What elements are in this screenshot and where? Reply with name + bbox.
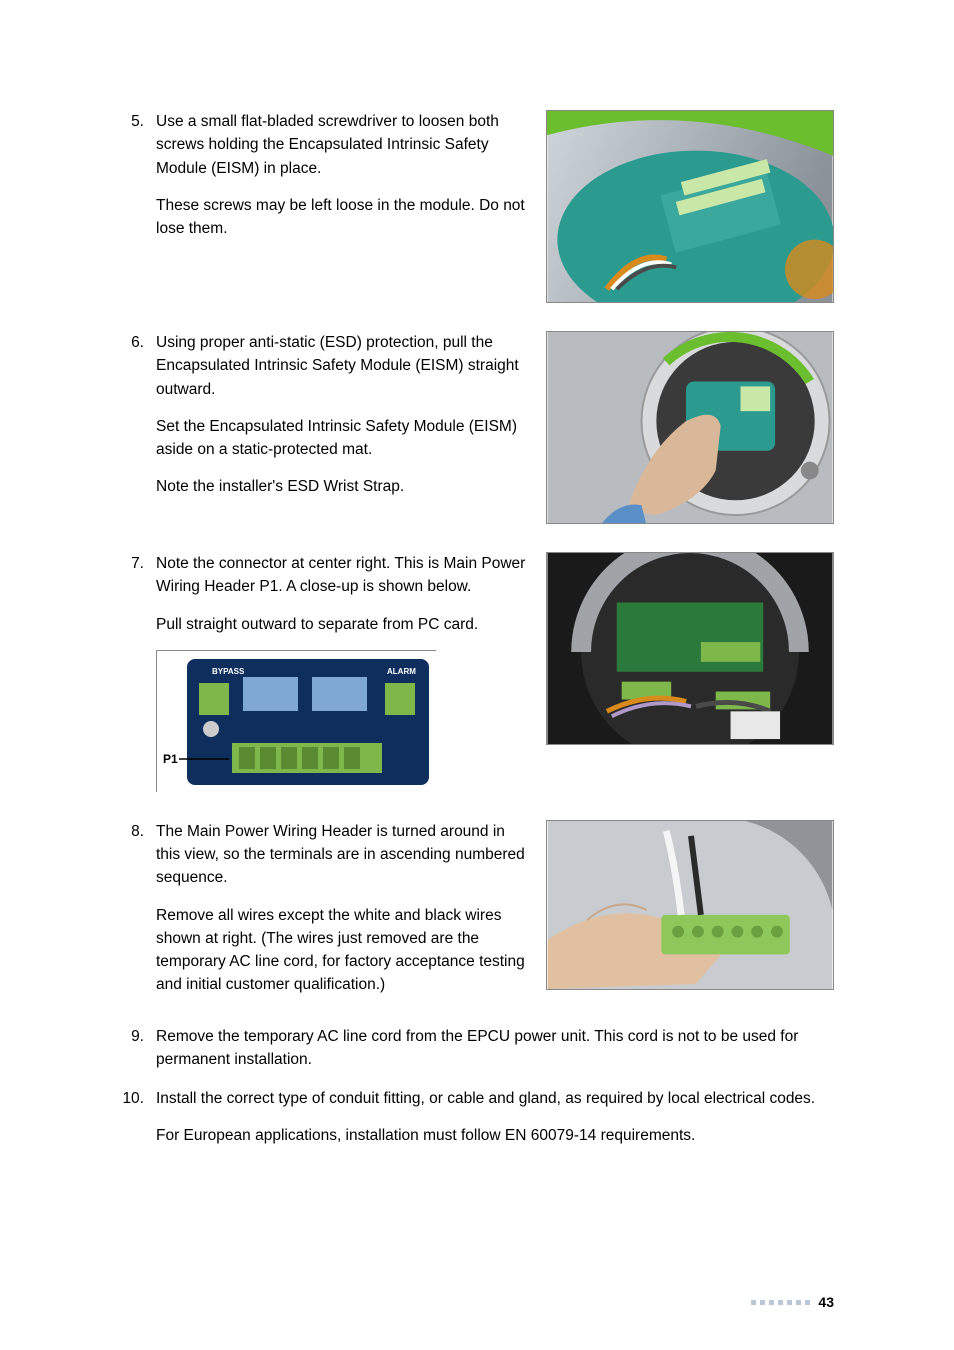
step-8: 8. The Main Power Wiring Header is turne… — [120, 820, 834, 997]
device-closeup-image — [547, 111, 833, 302]
paragraph: Note the installer's ESD Wrist Strap. — [156, 475, 528, 498]
step-body: Use a small flat-bladed screwdriver to l… — [156, 110, 528, 240]
step-9-text: 9. Remove the temporary AC line cord fro… — [120, 1025, 834, 1072]
step-number: 9. — [120, 1025, 144, 1072]
p1-pcb-image: BYPASS ALARM P — [157, 651, 437, 793]
paragraph: Use a small flat-bladed screwdriver to l… — [156, 110, 528, 180]
step-7-text: 7. Note the connector at center right. T… — [120, 552, 528, 792]
page-footer: 43 — [751, 1294, 834, 1310]
paragraph: For European applications, installation … — [156, 1124, 834, 1147]
paragraph: Remove the temporary AC line cord from t… — [156, 1025, 834, 1072]
dot-icon — [796, 1300, 801, 1305]
step-5: 5. Use a small flat-bladed screwdriver t… — [120, 110, 834, 303]
step-8-photo — [546, 820, 834, 990]
step-6-photo — [546, 331, 834, 524]
paragraph: Using proper anti-static (ESD) protectio… — [156, 331, 528, 401]
step-body: Note the connector at center right. This… — [156, 552, 528, 792]
dot-icon — [778, 1300, 783, 1305]
paragraph: These screws may be left loose in the mo… — [156, 194, 528, 241]
step-7: 7. Note the connector at center right. T… — [120, 552, 834, 792]
step-8-text: 8. The Main Power Wiring Header is turne… — [120, 820, 528, 997]
step-5-photo — [546, 110, 834, 303]
step-number: 10. — [120, 1087, 144, 1148]
step-6: 6. Using proper anti-static (ESD) protec… — [120, 331, 834, 524]
bypass-label: BYPASS — [212, 667, 245, 676]
step-10: 10. Install the correct type of conduit … — [120, 1087, 834, 1148]
paragraph: Install the correct type of conduit fitt… — [156, 1087, 834, 1110]
paragraph: Pull straight outward to separate from P… — [156, 613, 528, 636]
step-6-text: 6. Using proper anti-static (ESD) protec… — [120, 331, 528, 499]
dot-icon — [769, 1300, 774, 1305]
p1-closeup-figure: BYPASS ALARM P — [156, 650, 436, 792]
hand-pull-image — [547, 332, 833, 523]
p1-label: P1 — [163, 752, 178, 766]
step-number: 7. — [120, 552, 144, 792]
paragraph: Set the Encapsulated Intrinsic Safety Mo… — [156, 415, 528, 462]
step-9: 9. Remove the temporary AC line cord fro… — [120, 1025, 834, 1072]
page-number: 43 — [818, 1294, 834, 1310]
step-body: Install the correct type of conduit fitt… — [156, 1087, 834, 1148]
step-number: 5. — [120, 110, 144, 240]
step-body: The Main Power Wiring Header is turned a… — [156, 820, 528, 997]
step-body: Using proper anti-static (ESD) protectio… — [156, 331, 528, 499]
paragraph: Remove all wires except the white and bl… — [156, 904, 528, 997]
step-5-text: 5. Use a small flat-bladed screwdriver t… — [120, 110, 528, 240]
paragraph: Note the connector at center right. This… — [156, 552, 528, 599]
step-body: Remove the temporary AC line cord from t… — [156, 1025, 834, 1072]
dot-icon — [760, 1300, 765, 1305]
alarm-label: ALARM — [387, 667, 416, 676]
dot-icon — [805, 1300, 810, 1305]
dot-icon — [751, 1300, 756, 1305]
paragraph: The Main Power Wiring Header is turned a… — [156, 820, 528, 890]
footer-dots — [751, 1300, 810, 1305]
dot-icon — [787, 1300, 792, 1305]
step-number: 6. — [120, 331, 144, 499]
interior-view-image — [547, 553, 833, 744]
header-hand-image — [547, 821, 833, 989]
step-10-text: 10. Install the correct type of conduit … — [120, 1087, 834, 1148]
step-7-photo — [546, 552, 834, 745]
step-number: 8. — [120, 820, 144, 997]
